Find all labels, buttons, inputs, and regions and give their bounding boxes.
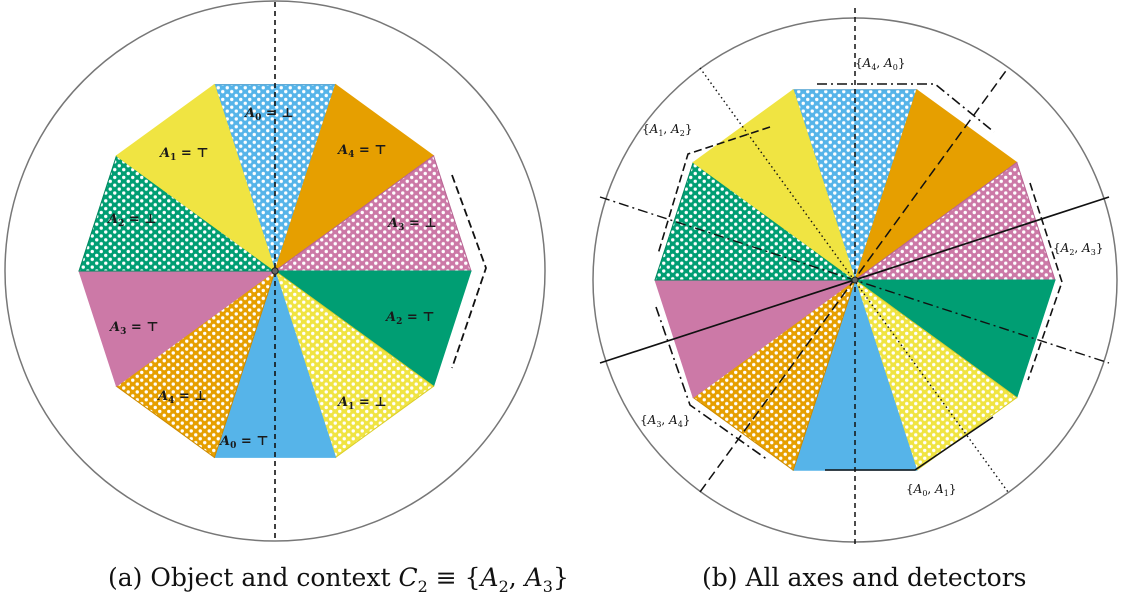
panel-a-wedge-9 bbox=[115, 83, 276, 273]
segment-label-a-9: A1 = ⊤ bbox=[158, 146, 209, 163]
segment-labels-a: A0 = ⊥ A4 = ⊤ A3 = ⊥ A2 = ⊤ A1 = ⊥ A0 = ⊤ A4 =… bbox=[106, 106, 437, 451]
detector-a3-a4 bbox=[655, 306, 769, 461]
outer-circle-a bbox=[4, 0, 546, 542]
detector-bracket-a bbox=[451, 174, 487, 369]
detector-a2-a3 bbox=[1027, 182, 1063, 381]
decagon-wedges-b bbox=[654, 88, 1056, 472]
detector-label-a1-a2: {A1, A2} bbox=[642, 122, 692, 138]
segment-label-a-3: A2 = ⊤ bbox=[384, 310, 435, 327]
caption-b: (b) All axes and detectors bbox=[702, 563, 1027, 592]
detector-label-a2-a3: {A2, A3} bbox=[1053, 241, 1103, 257]
detector-label-a0-a1: {A0, A1} bbox=[906, 482, 956, 498]
detector-a4-a0 bbox=[817, 83, 995, 133]
decagon-wedges-a bbox=[78, 83, 472, 459]
panel-b: {A4, A0} {A1, A2} {A2, A3} {A3, A4} {A0,… bbox=[592, 8, 1118, 544]
segment-label-a-5: A0 = ⊤ bbox=[218, 434, 269, 451]
segment-label-a-6: A4 = ⊥ bbox=[156, 389, 207, 406]
detector-label-a4-a0: {A4, A0} bbox=[855, 56, 905, 72]
segment-label-a-8: A2 = ⊥ bbox=[106, 212, 157, 229]
center-point-a bbox=[271, 267, 279, 275]
panel-a: A0 = ⊥ A4 = ⊤ A3 = ⊥ A2 = ⊤ A1 = ⊥ A0 = ⊤ A4 =… bbox=[4, 0, 546, 542]
detector-label-a3-a4: {A3, A4} bbox=[640, 413, 690, 429]
panel-b-wedge-9 bbox=[692, 88, 856, 282]
segment-label-a-7: A3 = ⊤ bbox=[108, 320, 159, 337]
segment-label-a-4: A1 = ⊥ bbox=[336, 395, 387, 412]
detector-a1-a2 bbox=[657, 126, 771, 255]
center-point-b bbox=[851, 276, 859, 284]
caption-a: (a) Object and context C2 ≡ {A2, A3} bbox=[108, 563, 569, 596]
segment-label-a-2: A3 = ⊥ bbox=[386, 216, 437, 233]
segment-label-a-1: A4 = ⊤ bbox=[336, 143, 387, 160]
detector-a0-a1 bbox=[825, 416, 994, 471]
segment-label-a-0: A0 = ⊥ bbox=[243, 106, 294, 123]
